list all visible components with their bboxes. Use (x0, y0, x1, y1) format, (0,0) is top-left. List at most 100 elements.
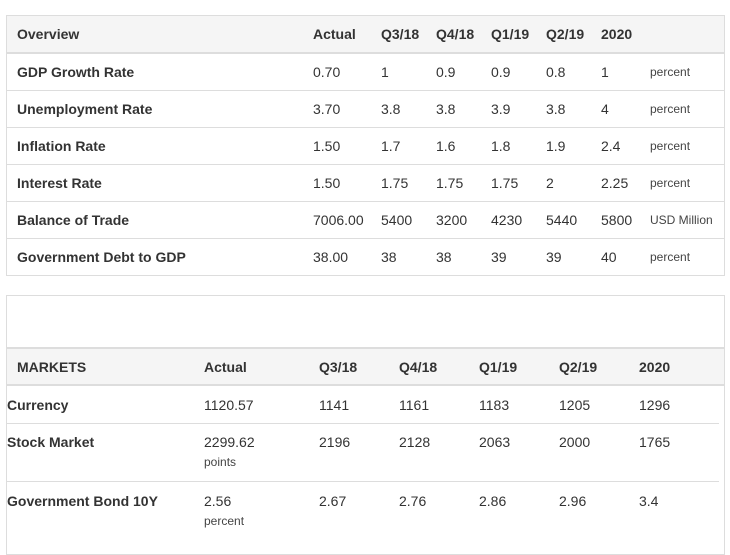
cell-q1-19: 3.9 (491, 89, 546, 127)
header-actual: Actual (204, 347, 319, 386)
header-2020: 2020 (639, 347, 719, 386)
cell-2020: 40 (601, 237, 650, 275)
cell-unit: USD Million (650, 200, 724, 238)
overview-panel: Overview Actual Q3/18 Q4/18 Q1/19 Q2/19 … (6, 15, 725, 276)
header-q4-18: Q4/18 (399, 347, 479, 386)
cell-q1-19: 1.75 (491, 163, 546, 201)
actual-value: 2299.62 (204, 434, 255, 450)
row-label-link[interactable]: Balance of Trade (7, 200, 313, 238)
cell-q1-19: 2063 (479, 423, 559, 482)
overview-table: Overview Actual Q3/18 Q4/18 Q1/19 Q2/19 … (7, 16, 724, 275)
actual-unit: points (204, 455, 237, 469)
cell-q3-18: 5400 (381, 200, 436, 238)
cell-2020: 4 (601, 89, 650, 127)
cell-q2-19: 1205 (559, 397, 591, 413)
table-row: Stock Market 2299.62 points 2196 2128 20… (7, 423, 724, 482)
table-row: Interest Rate 1.50 1.75 1.75 1.75 2 2.25… (7, 163, 724, 201)
row-label-link[interactable]: Stock Market (7, 423, 204, 482)
cell-actual: 1.50 (313, 126, 381, 164)
cell-q3-18: 2.67 (319, 481, 399, 539)
cell-unit: percent (650, 163, 724, 201)
cell-q1-19: 39 (491, 237, 546, 275)
header-q1-19: Q1/19 (479, 347, 559, 386)
cell-empty (719, 482, 724, 540)
cell-q1-19: 4230 (491, 200, 546, 238)
cell-unit: percent (650, 89, 724, 127)
cell-q2-19: 3.8 (546, 89, 601, 127)
header-actual: Actual (313, 16, 381, 54)
header-q4-18: Q4/18 (436, 16, 491, 54)
cell-q3-18: 38 (381, 237, 436, 275)
cell-2020: 2.25 (601, 163, 650, 201)
header-markets: MARKETS (7, 347, 204, 386)
row-label-link[interactable]: Inflation Rate (7, 126, 313, 164)
cell-q4-18: 2128 (399, 423, 479, 482)
cell-q3-18: 2196 (319, 423, 399, 482)
header-unit (650, 16, 724, 54)
cell-2020: 3.4 (639, 481, 719, 539)
table-row: GDP Growth Rate 0.70 1 0.9 0.9 0.8 1 per… (7, 53, 724, 90)
markets-header-row: MARKETS Actual Q3/18 Q4/18 Q1/19 Q2/19 2… (7, 347, 724, 386)
cell-q4-18: 38 (436, 237, 491, 275)
markets-top-spacer (7, 296, 724, 347)
cell-q3-18: 3.8 (381, 89, 436, 127)
cell-actual: 7006.00 (313, 200, 381, 238)
header-q3-18: Q3/18 (319, 347, 399, 386)
cell-q2-19: 1.9 (546, 126, 601, 164)
cell-q2-19: 2 (546, 163, 601, 201)
cell-actual: 1120.57 (204, 385, 319, 424)
header-q2-19: Q2/19 (546, 16, 601, 54)
cell-2020: 1765 (639, 423, 719, 482)
cell-actual: 2299.62 points (204, 423, 319, 482)
cell-q4-18: 3200 (436, 200, 491, 238)
cell-q4-18: 1161 (399, 397, 430, 413)
table-row: Government Debt to GDP 38.00 38 38 39 39… (7, 237, 724, 275)
row-label-link[interactable]: Unemployment Rate (7, 89, 313, 127)
cell-q2-19: 5440 (546, 200, 601, 238)
table-row: Government Bond 10Y 2.56 percent 2.67 2.… (7, 481, 724, 540)
cell-actual: 38.00 (313, 237, 381, 275)
cell-q3-18: 1141 (319, 397, 350, 413)
markets-panel: MARKETS Actual Q3/18 Q4/18 Q1/19 Q2/19 2… (6, 295, 725, 555)
header-spacer (719, 347, 724, 386)
cell-q2-19: 2000 (559, 423, 639, 482)
overview-header-row: Overview Actual Q3/18 Q4/18 Q1/19 Q2/19 … (7, 16, 724, 54)
header-q2-19: Q2/19 (559, 347, 639, 386)
cell-q1-19: 1.8 (491, 126, 546, 164)
cell-q4-18: 1.75 (436, 163, 491, 201)
row-label-link[interactable]: Government Debt to GDP (7, 237, 313, 275)
row-label-link[interactable]: Government Bond 10Y (7, 481, 204, 539)
cell-q4-18: 1.6 (436, 126, 491, 164)
cell-q2-19: 39 (546, 237, 601, 275)
cell-actual: 3.70 (313, 89, 381, 127)
header-2020: 2020 (601, 16, 650, 54)
cell-unit: percent (650, 64, 691, 79)
header-q1-19: Q1/19 (491, 16, 546, 54)
table-row: Unemployment Rate 3.70 3.8 3.8 3.9 3.8 4… (7, 89, 724, 127)
cell-q1-19: 1183 (479, 397, 510, 413)
actual-value: 2.56 (204, 493, 232, 509)
cell-empty (719, 385, 724, 424)
row-label-link[interactable]: Interest Rate (7, 163, 313, 201)
cell-q2-19: 2.96 (559, 481, 639, 539)
cell-q4-18: 0.9 (436, 63, 456, 80)
cell-actual: 1.50 (313, 163, 381, 201)
cell-q3-18: 1.7 (381, 126, 436, 164)
cell-q1-19: 0.9 (491, 63, 511, 80)
cell-q2-19: 0.8 (546, 63, 566, 80)
cell-2020: 2.4 (601, 126, 650, 164)
row-label-link[interactable]: GDP Growth Rate (17, 63, 135, 80)
header-q3-18: Q3/18 (381, 16, 436, 54)
cell-q4-18: 2.76 (399, 481, 479, 539)
cell-q3-18: 1.75 (381, 163, 436, 201)
cell-2020: 1296 (639, 397, 671, 413)
cell-q4-18: 3.8 (436, 89, 491, 127)
cell-actual: 2.56 percent (204, 481, 319, 539)
markets-table: MARKETS Actual Q3/18 Q4/18 Q1/19 Q2/19 2… (7, 347, 724, 539)
table-row: Currency 1120.57 1141 1161 1183 1205 129… (7, 385, 724, 424)
cell-empty (719, 424, 724, 482)
cell-actual: 0.70 (313, 63, 341, 80)
row-label-link[interactable]: Currency (7, 397, 69, 413)
cell-unit: percent (650, 237, 724, 275)
actual-unit: percent (204, 514, 245, 528)
